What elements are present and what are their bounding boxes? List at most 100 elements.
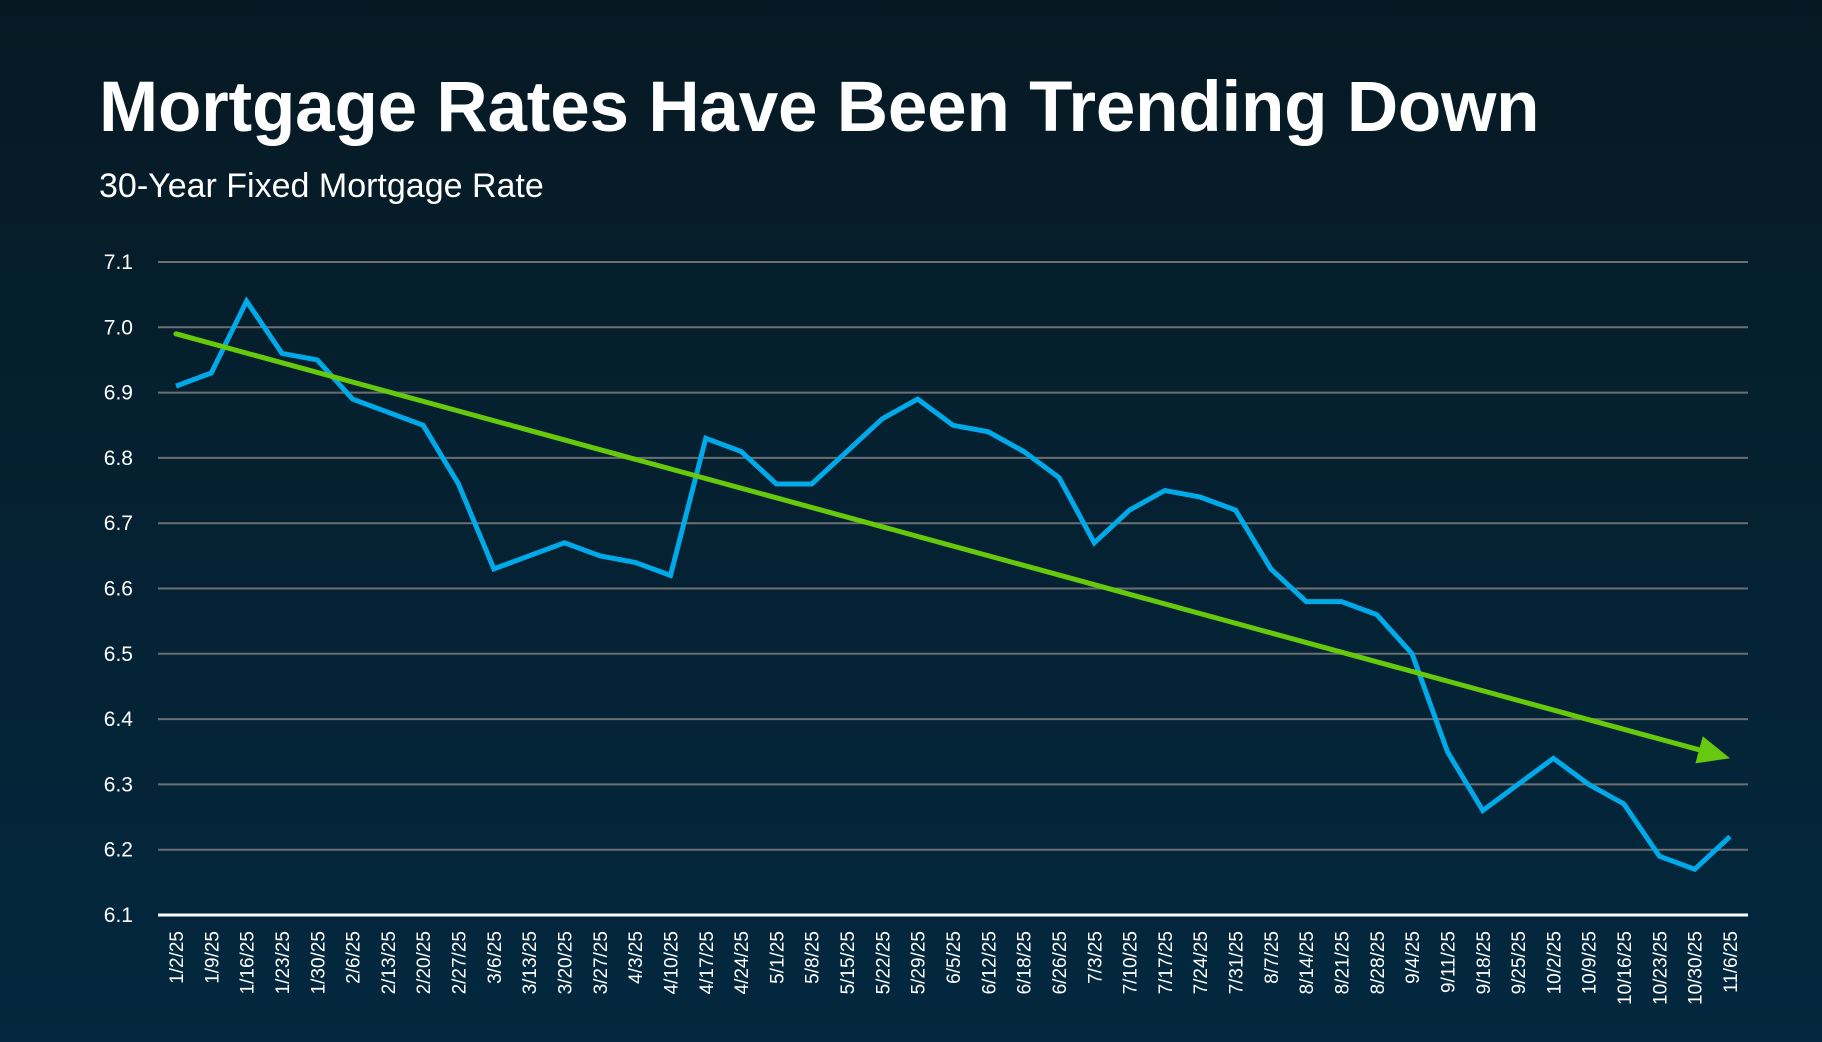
y-tick-label: 7.1 [104, 251, 133, 274]
x-tick-label: 10/30/25 [1686, 931, 1707, 1005]
x-tick-label: 1/16/25 [238, 931, 259, 994]
chart-title: Mortgage Rates Have Been Trending Down [99, 68, 1540, 147]
x-tick-label: 10/23/25 [1650, 931, 1671, 1005]
data-point [1198, 495, 1203, 500]
x-tick-label: 8/7/25 [1262, 931, 1283, 984]
data-point [1480, 808, 1485, 813]
data-point [1057, 475, 1062, 480]
data-point [1728, 834, 1733, 839]
data-point [809, 482, 814, 487]
x-tick-label: 2/20/25 [414, 931, 435, 994]
data-point [739, 449, 744, 454]
trend-arrow-head-icon [1695, 736, 1730, 764]
data-point [633, 560, 638, 565]
x-tick-label: 6/18/25 [1015, 931, 1036, 994]
x-tick-label: 4/10/25 [661, 931, 682, 994]
data-point [1374, 612, 1379, 617]
data-point [385, 410, 390, 415]
x-tick-label: 5/22/25 [873, 931, 894, 994]
x-tick-label: 7/24/25 [1191, 931, 1212, 994]
x-tick-label: 10/9/25 [1580, 931, 1601, 994]
x-tick-label: 3/13/25 [520, 931, 541, 994]
x-tick-label: 5/29/25 [909, 931, 930, 994]
data-point [1127, 508, 1132, 513]
data-point [1339, 599, 1344, 604]
x-tick-label: 9/18/25 [1474, 931, 1495, 994]
data-point [880, 416, 885, 421]
x-tick-label: 8/28/25 [1368, 931, 1389, 994]
data-point [315, 357, 320, 362]
x-tick-label: 10/2/25 [1544, 931, 1565, 994]
x-tick-label: 5/8/25 [803, 931, 824, 984]
data-point [703, 436, 708, 441]
data-point [174, 384, 179, 389]
data-point [774, 482, 779, 487]
x-tick-label: 6/5/25 [944, 931, 965, 984]
data-point [1268, 566, 1273, 571]
x-tick-label: 6/12/25 [979, 931, 1000, 994]
x-tick-label: 2/27/25 [450, 931, 471, 994]
x-tick-label: 2/6/25 [344, 931, 365, 984]
y-tick-label: 6.9 [104, 382, 133, 405]
x-tick-label: 11/6/25 [1721, 931, 1742, 993]
x-tick-label: 9/25/25 [1509, 931, 1530, 994]
x-tick-label: 6/26/25 [1050, 931, 1071, 994]
trend-arrow-line [173, 331, 1702, 753]
y-tick-label: 6.5 [104, 643, 133, 666]
data-point [280, 351, 285, 356]
data-point [244, 299, 249, 304]
gridlines [158, 261, 1748, 851]
data-point [1692, 867, 1697, 872]
x-tick-label: 7/31/25 [1227, 931, 1248, 994]
data-point [597, 553, 602, 558]
x-axis-tick-labels: 1/2/25 1/9/25 1/16/25 1/23/25 1/30/25 2/6/25 2… [167, 931, 1742, 1005]
data-point [1516, 782, 1521, 787]
data-point [1162, 488, 1167, 493]
y-tick-label: 6.6 [104, 578, 133, 601]
x-tick-label: 8/21/25 [1333, 931, 1354, 994]
data-point [1551, 756, 1556, 761]
data-point [1233, 508, 1238, 513]
x-tick-label: 9/11/25 [1438, 931, 1459, 993]
y-tick-label: 6.4 [104, 708, 134, 731]
data-point [209, 371, 214, 376]
y-tick-label: 6.7 [104, 512, 133, 535]
y-tick-label: 7.0 [104, 316, 133, 339]
x-tick-label: 4/24/25 [732, 931, 753, 994]
x-tick-label: 4/17/25 [697, 931, 718, 994]
data-point [1586, 782, 1591, 787]
chart-subtitle: 30-Year Fixed Mortgage Rate [99, 167, 544, 205]
x-tick-label: 7/17/25 [1156, 931, 1177, 994]
y-tick-label: 6.8 [104, 447, 133, 470]
data-point [562, 540, 567, 545]
series-line-rate [175, 296, 1732, 873]
data-point [915, 397, 920, 402]
data-point [1657, 854, 1662, 859]
data-point [350, 397, 355, 402]
series-layer [174, 296, 1733, 873]
x-tick-label: 9/4/25 [1403, 931, 1424, 984]
x-tick-label: 5/15/25 [838, 931, 859, 994]
y-tick-label: 6.2 [104, 839, 133, 862]
trend-layer [173, 331, 1730, 764]
data-point [527, 553, 532, 558]
x-tick-label: 3/27/25 [591, 931, 612, 994]
data-point [421, 423, 426, 428]
x-tick-label: 8/14/25 [1297, 931, 1318, 994]
x-tick-label: 1/23/25 [273, 931, 294, 994]
x-tick-label: 1/30/25 [308, 931, 329, 994]
data-point [1622, 802, 1627, 807]
x-tick-label: 2/13/25 [379, 931, 400, 994]
x-tick-label: 7/10/25 [1121, 931, 1142, 994]
x-tick-label: 10/16/25 [1615, 931, 1636, 1005]
data-point [1304, 599, 1309, 604]
data-point [491, 566, 496, 571]
data-point [951, 423, 956, 428]
y-tick-label: 6.3 [104, 773, 133, 796]
data-point [668, 573, 673, 578]
x-tick-label: 4/3/25 [626, 931, 647, 984]
x-tick-label: 3/20/25 [556, 931, 577, 994]
x-tick-label: 7/3/25 [1085, 931, 1106, 984]
x-tick-label: 1/2/25 [167, 931, 188, 984]
